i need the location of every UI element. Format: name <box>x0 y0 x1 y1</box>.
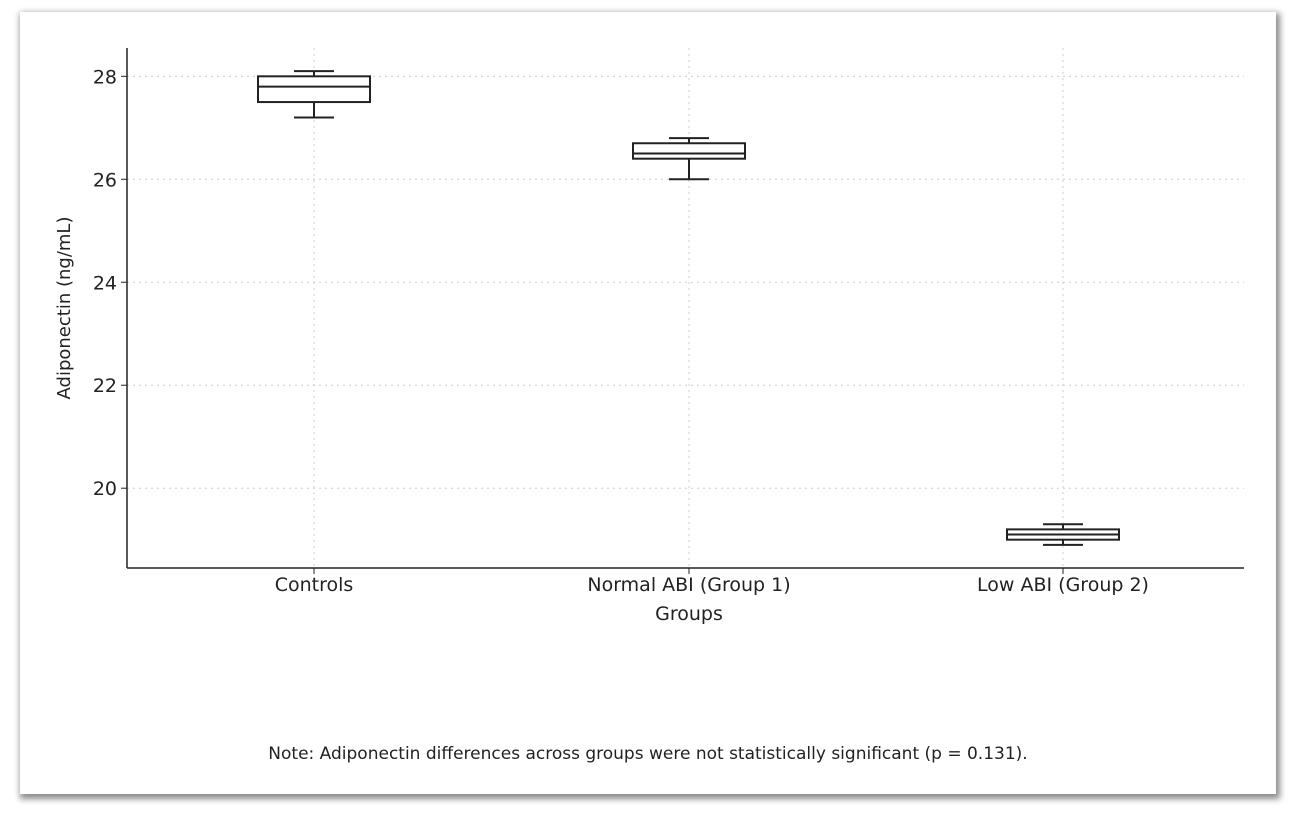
y-tick-label: 28 <box>93 66 117 88</box>
box-0 <box>257 70 371 119</box>
x-tick-label: Normal ABI (Group 1) <box>587 574 790 596</box>
x-tick-label: Controls <box>275 574 354 596</box>
box-1 <box>632 137 746 181</box>
y-axis-label: Adiponectin (ng/mL) <box>54 217 75 400</box>
boxes <box>257 70 1120 546</box>
y-tick-label: 24 <box>93 272 117 294</box>
footnote: Note: Adiponectin differences across gro… <box>268 744 1028 764</box>
box-2 <box>1006 523 1120 546</box>
y-tick-label: 26 <box>93 169 117 191</box>
grid <box>127 48 1244 568</box>
box-iqr <box>257 75 371 104</box>
y-tick-label: 22 <box>93 375 117 397</box>
y-tick-label: 20 <box>93 478 117 500</box>
box-iqr <box>632 142 746 160</box>
x-axis-label: Groups <box>655 603 723 625</box>
x-tick-label: Low ABI (Group 2) <box>977 574 1149 596</box>
